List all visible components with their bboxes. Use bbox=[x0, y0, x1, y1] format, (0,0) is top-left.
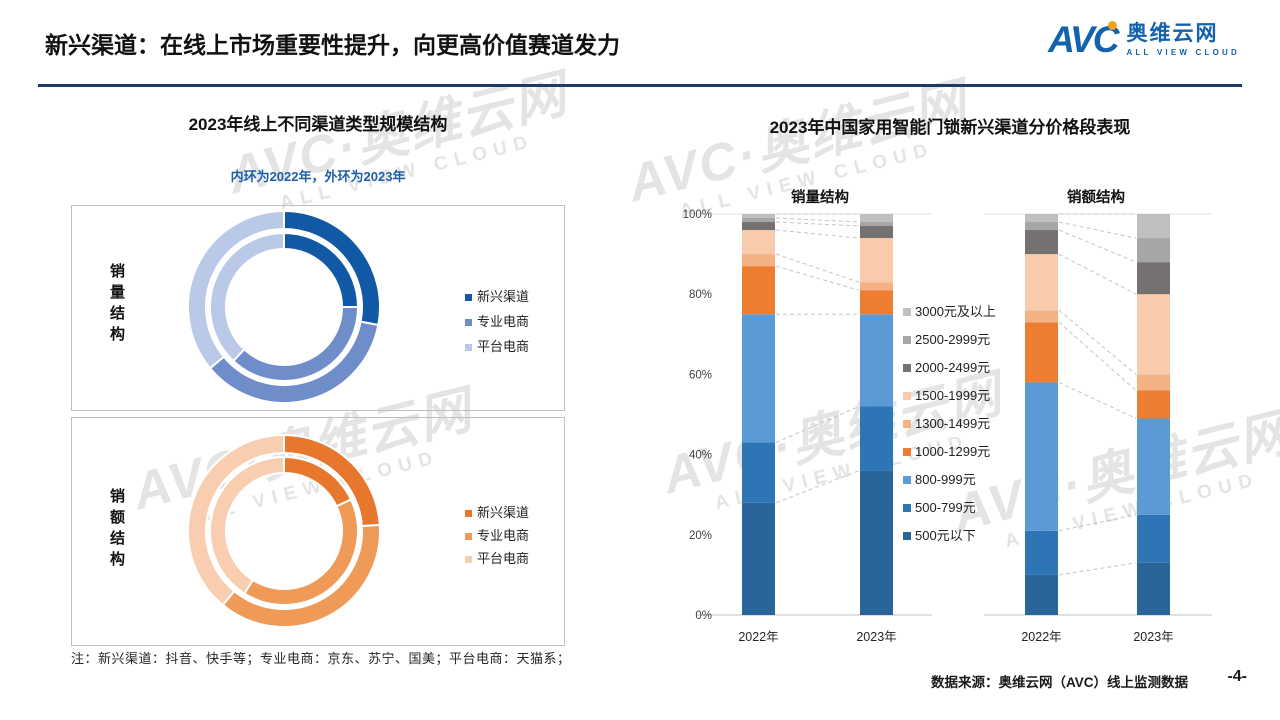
price-band-legend: 3000元及以上 2500-2999元 2000-2499元 1500-1999元 13… bbox=[903, 303, 996, 557]
legend-swatch bbox=[903, 307, 911, 316]
donut-segment-inner-2022 bbox=[209, 455, 285, 595]
legend-swatch bbox=[465, 555, 472, 563]
avc-logo: AVC 奥维云网 ALL VIEW CLOUD bbox=[1048, 19, 1240, 60]
legend-label: 500元以下 bbox=[915, 527, 976, 543]
legend-item: 专业电商 bbox=[465, 315, 529, 329]
sales-volume-donut-legend: 新兴渠道专业电商平台电商 bbox=[465, 290, 529, 354]
sales-volume-vertical-label: 销量结构 bbox=[108, 263, 125, 347]
avc-logo-name: 奥维云网 bbox=[1126, 22, 1219, 45]
avc-logo-dot-icon bbox=[1108, 21, 1118, 30]
sales-amount-vertical-label: 销额结构 bbox=[108, 488, 125, 572]
legend-item: 800-999元 bbox=[903, 471, 996, 487]
left-chart-title: 2023年线上不同渠道类型规模结构 bbox=[188, 115, 448, 134]
legend-label: 平台电商 bbox=[477, 551, 530, 566]
legend-swatch bbox=[903, 335, 911, 344]
legend-swatch bbox=[465, 509, 472, 517]
legend-item: 新兴渠道 bbox=[465, 290, 529, 304]
legend-swatch bbox=[465, 318, 472, 326]
legend-label: 2500-2999元 bbox=[915, 331, 991, 347]
sales-volume-donut-chart bbox=[187, 209, 381, 404]
sales-amount-donut-chart bbox=[187, 433, 381, 628]
sales-amount-donut-box: 销额结构 新兴渠道专业电商平台电商 bbox=[71, 417, 565, 646]
header-divider bbox=[38, 84, 1242, 87]
legend-label: 1300-1499元 bbox=[915, 415, 991, 431]
legend-item: 1300-1499元 bbox=[903, 415, 996, 431]
legend-label: 800-999元 bbox=[915, 471, 976, 487]
data-source: 数据来源：奥维云网（AVC）线上监测数据 bbox=[930, 675, 1188, 690]
legend-swatch bbox=[903, 363, 911, 372]
donut-segment-outer-2023 bbox=[187, 209, 285, 370]
sales-amount-donut-legend: 新兴渠道专业电商平台电商 bbox=[465, 506, 529, 566]
legend-label: 平台电商 bbox=[477, 339, 530, 354]
left-chart-subtitle: 内环为2022年，外环为2023年 bbox=[230, 169, 406, 184]
legend-swatch bbox=[903, 503, 911, 512]
page-number: -4- bbox=[1227, 668, 1247, 685]
legend-label: 专业电商 bbox=[477, 314, 530, 329]
legend-swatch bbox=[903, 447, 911, 456]
legend-item: 专业电商 bbox=[465, 529, 529, 543]
sales-volume-donut-box: 销量结构 新兴渠道专业电商平台电商 bbox=[71, 205, 565, 411]
legend-label: 1000-1299元 bbox=[915, 443, 991, 459]
avc-logo-mark: AVC bbox=[1048, 19, 1119, 60]
legend-item: 2000-2499元 bbox=[903, 359, 996, 375]
legend-swatch bbox=[903, 419, 911, 428]
legend-label: 1500-1999元 bbox=[915, 387, 991, 403]
avc-logo-tagline: ALL VIEW CLOUD bbox=[1126, 48, 1240, 57]
legend-item: 500-799元 bbox=[903, 499, 996, 515]
legend-label: 2000-2499元 bbox=[915, 359, 991, 375]
legend-label: 3000元及以上 bbox=[915, 303, 996, 319]
group-label-sales-amount: 销额结构 bbox=[1067, 190, 1125, 206]
legend-item: 2500-2999元 bbox=[903, 331, 996, 347]
legend-item: 1000-1299元 bbox=[903, 443, 996, 459]
group-label-sales-volume: 销量结构 bbox=[791, 190, 849, 206]
legend-item: 500元以下 bbox=[903, 527, 996, 543]
page-title: 新兴渠道：在线上市场重要性提升，向更高价值赛道发力 bbox=[45, 32, 620, 58]
legend-item: 平台电商 bbox=[465, 340, 529, 354]
legend-swatch bbox=[903, 531, 911, 540]
legend-swatch bbox=[465, 293, 472, 301]
legend-item: 3000元及以上 bbox=[903, 303, 996, 319]
legend-swatch bbox=[465, 343, 472, 351]
right-chart-title: 2023年中国家用智能门锁新兴渠道分价格段表现 bbox=[769, 118, 1131, 137]
legend-label: 500-799元 bbox=[915, 499, 976, 515]
avc-logo-text: 奥维云网 ALL VIEW CLOUD bbox=[1126, 22, 1240, 57]
legend-item: 1500-1999元 bbox=[903, 387, 996, 403]
legend-swatch bbox=[903, 391, 911, 400]
legend-swatch bbox=[903, 475, 911, 484]
donut-segment-inner-2022 bbox=[209, 231, 285, 363]
legend-swatch bbox=[465, 532, 472, 540]
legend-item: 平台电商 bbox=[465, 552, 529, 566]
footnote: 注：新兴渠道：抖音、快手等；专业电商：京东、苏宁、国美；平台电商：天猫系； bbox=[71, 651, 571, 666]
legend-label: 新兴渠道 bbox=[477, 289, 530, 304]
donut-segment-outer-2023 bbox=[187, 433, 285, 607]
legend-label: 专业电商 bbox=[477, 528, 530, 543]
legend-item: 新兴渠道 bbox=[465, 506, 529, 520]
legend-label: 新兴渠道 bbox=[477, 505, 530, 520]
